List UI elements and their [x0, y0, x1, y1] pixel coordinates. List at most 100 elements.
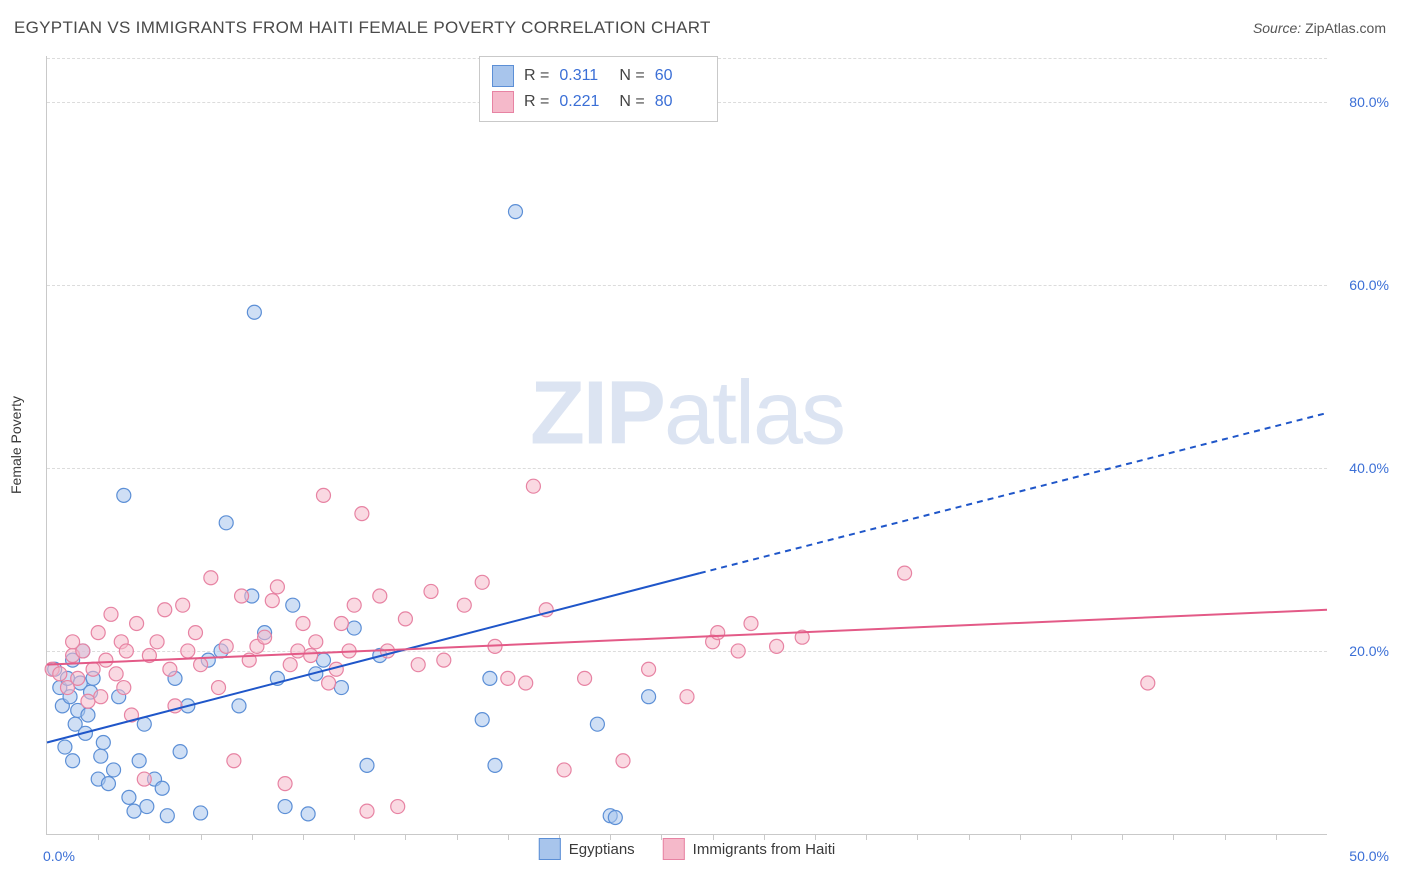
data-point-egyptians	[286, 598, 300, 612]
data-point-egyptians	[194, 806, 208, 820]
data-point-haiti	[163, 662, 177, 676]
data-point-haiti	[578, 671, 592, 685]
r-legend-row: R =0.311N =60	[492, 63, 705, 89]
x-tick	[1225, 834, 1226, 840]
data-point-egyptians	[101, 777, 115, 791]
data-point-haiti	[309, 635, 323, 649]
data-point-haiti	[398, 612, 412, 626]
data-point-haiti	[744, 616, 758, 630]
data-point-haiti	[411, 658, 425, 672]
data-point-haiti	[616, 754, 630, 768]
data-point-haiti	[181, 644, 195, 658]
r-value: 0.311	[559, 67, 609, 85]
data-point-haiti	[227, 754, 241, 768]
data-point-egyptians	[316, 653, 330, 667]
data-point-haiti	[117, 681, 131, 695]
data-point-haiti	[265, 594, 279, 608]
legend-item: Egyptians	[539, 838, 635, 860]
data-point-haiti	[304, 649, 318, 663]
data-point-egyptians	[301, 807, 315, 821]
x-tick	[1173, 834, 1174, 840]
data-point-haiti	[188, 626, 202, 640]
y-tick-label: 80.0%	[1334, 94, 1389, 110]
y-axis-title: Female Poverty	[8, 396, 24, 494]
legend-swatch	[663, 838, 685, 860]
n-label: N =	[619, 93, 644, 111]
data-point-haiti	[437, 653, 451, 667]
data-point-haiti	[642, 662, 656, 676]
data-point-haiti	[391, 800, 405, 814]
data-point-egyptians	[508, 205, 522, 219]
x-tick	[969, 834, 970, 840]
y-tick-label: 20.0%	[1334, 643, 1389, 659]
data-point-egyptians	[96, 735, 110, 749]
data-point-haiti	[296, 616, 310, 630]
data-point-haiti	[283, 658, 297, 672]
data-point-haiti	[770, 639, 784, 653]
data-point-haiti	[680, 690, 694, 704]
data-point-haiti	[731, 644, 745, 658]
x-tick	[354, 834, 355, 840]
chart-svg	[47, 56, 1327, 834]
data-point-haiti	[204, 571, 218, 585]
data-point-egyptians	[127, 804, 141, 818]
correlation-legend: R =0.311N =60R =0.221N =80	[479, 56, 718, 122]
legend-swatch	[539, 838, 561, 860]
plot-wrapper: Female Poverty ZIPatlas 20.0%40.0%60.0%8…	[46, 56, 1388, 834]
plot-area: ZIPatlas 20.0%40.0%60.0%80.0% R =0.311N …	[46, 56, 1327, 835]
chart-source: Source: ZipAtlas.com	[1253, 20, 1386, 36]
data-point-haiti	[104, 607, 118, 621]
n-value: 60	[655, 67, 705, 85]
data-point-haiti	[316, 488, 330, 502]
legend-swatch	[492, 65, 514, 87]
series-legend: EgyptiansImmigrants from Haiti	[539, 838, 835, 860]
data-point-egyptians	[360, 758, 374, 772]
data-point-haiti	[278, 777, 292, 791]
data-point-haiti	[711, 626, 725, 640]
x-tick	[1071, 834, 1072, 840]
data-point-egyptians	[347, 621, 361, 635]
y-tick-label: 40.0%	[1334, 460, 1389, 476]
legend-swatch	[492, 91, 514, 113]
data-point-egyptians	[219, 516, 233, 530]
data-point-egyptians	[155, 781, 169, 795]
data-point-egyptians	[483, 671, 497, 685]
x-tick	[1122, 834, 1123, 840]
x-tick	[508, 834, 509, 840]
data-point-haiti	[519, 676, 533, 690]
data-point-egyptians	[247, 305, 261, 319]
chart-header: EGYPTIAN VS IMMIGRANTS FROM HAITI FEMALE…	[0, 0, 1406, 48]
data-point-egyptians	[232, 699, 246, 713]
x-tick-label-min: 0.0%	[43, 848, 75, 864]
x-tick	[866, 834, 867, 840]
data-point-haiti	[94, 690, 108, 704]
x-tick	[1276, 834, 1277, 840]
data-point-egyptians	[117, 488, 131, 502]
data-point-egyptians	[590, 717, 604, 731]
data-point-haiti	[99, 653, 113, 667]
data-point-haiti	[158, 603, 172, 617]
data-point-haiti	[194, 658, 208, 672]
data-point-haiti	[212, 681, 226, 695]
n-label: N =	[619, 67, 644, 85]
n-value: 80	[655, 93, 705, 111]
x-tick	[917, 834, 918, 840]
data-point-egyptians	[122, 790, 136, 804]
data-point-haiti	[270, 580, 284, 594]
data-point-haiti	[334, 616, 348, 630]
r-legend-row: R =0.221N =80	[492, 89, 705, 115]
data-point-haiti	[355, 507, 369, 521]
x-tick	[252, 834, 253, 840]
data-point-egyptians	[173, 745, 187, 759]
data-point-haiti	[501, 671, 515, 685]
trend-line-haiti	[47, 610, 1327, 665]
data-point-haiti	[258, 630, 272, 644]
data-point-egyptians	[58, 740, 72, 754]
data-point-haiti	[526, 479, 540, 493]
data-point-haiti	[119, 644, 133, 658]
x-tick	[303, 834, 304, 840]
data-point-haiti	[91, 626, 105, 640]
data-point-haiti	[898, 566, 912, 580]
x-tick	[149, 834, 150, 840]
x-tick	[1020, 834, 1021, 840]
